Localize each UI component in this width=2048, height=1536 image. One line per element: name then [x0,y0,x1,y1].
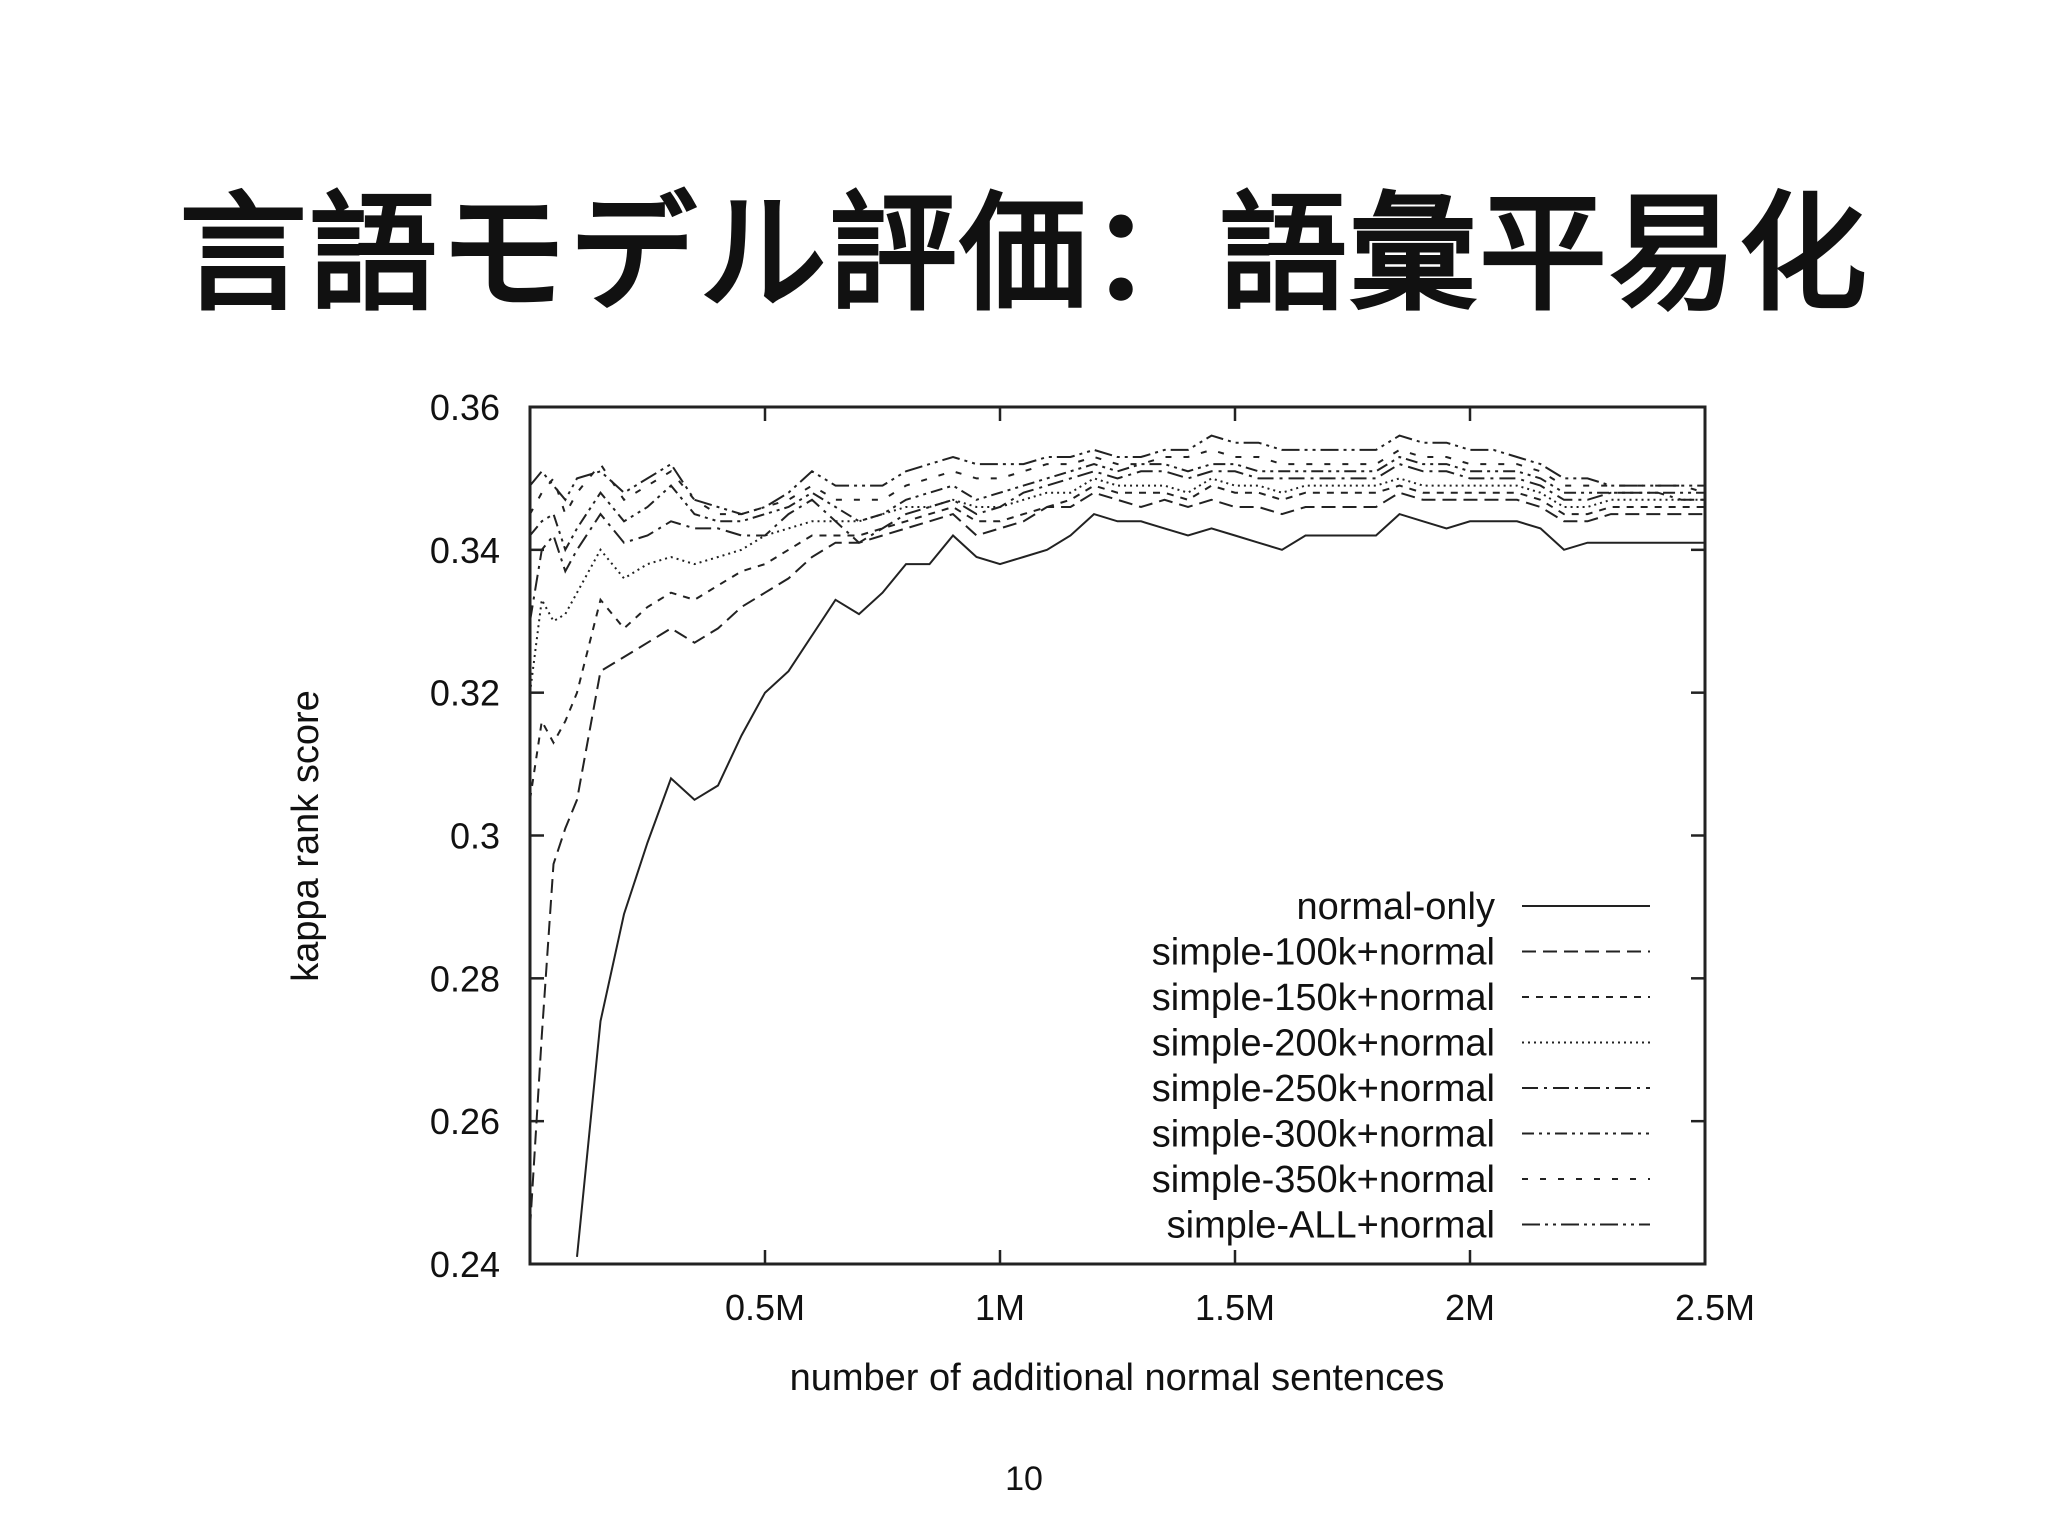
y-tick-label: 0.28 [430,958,500,999]
series-line-simple-300k-normal [529,455,1705,553]
series-line-simple-150k-normal [529,484,1705,800]
y-tick-label: 0.3 [450,816,500,857]
legend-label-simple-200k-normal: simple-200k+normal [1152,1023,1495,1065]
legend-label-simple-100k-normal: simple-100k+normal [1152,932,1495,974]
series-line-simple-100k-normal [529,491,1705,1229]
plot-area-frame [528,405,1707,1266]
legend-label-simple-all-normal: simple-ALL+normal [1167,1205,1495,1247]
legend-label-normal-only: normal-only [1296,886,1495,928]
x-tick-label: 1.5M [1195,1287,1275,1328]
y-tick-label: 0.26 [430,1101,500,1142]
y-tick-label: 0.36 [430,387,500,428]
x-tick-label: 1M [975,1287,1025,1328]
legend-label-simple-250k-normal: simple-250k+normal [1152,1068,1495,1110]
series-line-simple-all-normal [529,434,1705,516]
y-axis-label: kappa rank score [285,690,327,982]
series-line-simple-250k-normal [529,463,1705,622]
legend-label-simple-150k-normal: simple-150k+normal [1152,977,1495,1019]
x-axis-label: number of additional normal sentences [790,1357,1445,1399]
y-tick-label: 0.34 [430,530,500,571]
series-line-simple-350k-normal [529,448,1706,517]
slide-title: 言語モデル評価：語彙平易化 [178,180,1869,329]
x-tick-label: 0.5M [725,1287,805,1328]
series-line-simple-200k-normal [529,477,1705,693]
legend-label-simple-350k-normal: simple-350k+normal [1152,1159,1495,1201]
page-number: 10 [1005,1460,1043,1498]
y-tick-label: 0.32 [430,673,500,714]
x-tick-label: 2M [1445,1287,1495,1328]
x-tick-label: 2.5M [1675,1287,1755,1328]
y-tick-label: 0.24 [430,1244,500,1285]
legend-label-simple-300k-normal: simple-300k+normal [1152,1114,1495,1156]
series-line-normal-only [576,512,1705,1257]
